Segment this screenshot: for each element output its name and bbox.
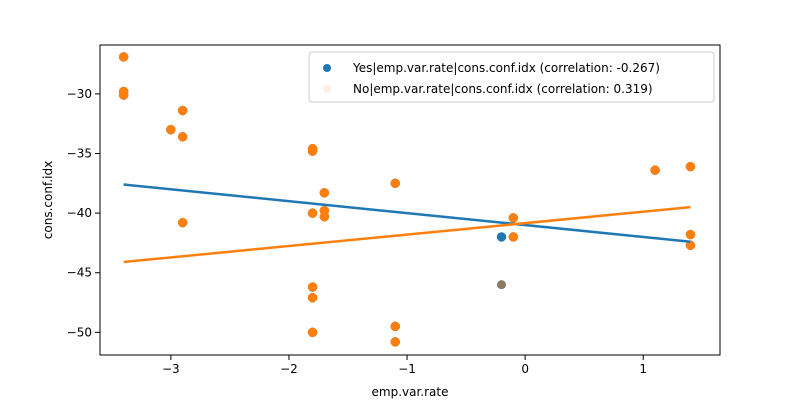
data-point	[508, 232, 519, 242]
x-tick-label: −1	[398, 362, 416, 376]
data-point	[166, 124, 176, 135]
trend-line-no	[123, 205, 691, 264]
legend: Yes|emp.var.rate|cons.conf.idx (correlat…	[308, 51, 715, 103]
data-point	[685, 229, 696, 240]
y-axis: −50 −45 −40 −35 −30	[67, 87, 100, 339]
x-tick-label: 1	[639, 362, 647, 376]
y-tick-label: −45	[67, 266, 92, 280]
trend-line-yes	[123, 183, 691, 243]
data-point	[390, 337, 400, 347]
data-point	[390, 321, 400, 332]
legend-box	[308, 51, 715, 103]
y-tick-label: −35	[67, 147, 92, 161]
data-point	[307, 327, 318, 338]
y-axis-label: cons.conf.idx	[41, 161, 55, 239]
legend-label-yes: Yes|emp.var.rate|cons.conf.idx (correlat…	[352, 61, 660, 75]
x-axis-label: emp.var.rate	[372, 385, 449, 399]
axes-frame	[99, 44, 721, 356]
data-point	[307, 208, 318, 218]
data-point	[307, 146, 318, 156]
data-point	[319, 211, 330, 222]
data-point	[496, 232, 507, 242]
y-tick-label: −50	[67, 325, 92, 339]
y-tick-label: −40	[67, 206, 92, 220]
data-point	[650, 165, 660, 175]
data-point	[118, 90, 129, 100]
data-point	[508, 213, 519, 223]
data-point	[177, 132, 188, 142]
legend-label-no: No|emp.var.rate|cons.conf.idx (correlati…	[353, 82, 653, 96]
data-point	[497, 280, 507, 290]
data-point	[685, 161, 696, 172]
y-tick-label: −30	[67, 87, 92, 101]
data-point	[319, 188, 330, 198]
x-tick-label: −2	[280, 362, 298, 376]
x-axis: −3 −2 −1 0 1	[162, 355, 647, 376]
x-tick-label: 0	[521, 362, 529, 376]
data-point	[307, 293, 318, 303]
legend-marker-no	[323, 85, 331, 93]
plot-area	[118, 52, 696, 347]
data-point	[307, 282, 318, 292]
data-point	[177, 217, 188, 228]
data-point	[390, 178, 400, 189]
legend-marker-yes	[323, 64, 331, 72]
data-point	[177, 105, 188, 116]
x-tick-label: −3	[162, 362, 180, 376]
data-point	[118, 52, 129, 62]
